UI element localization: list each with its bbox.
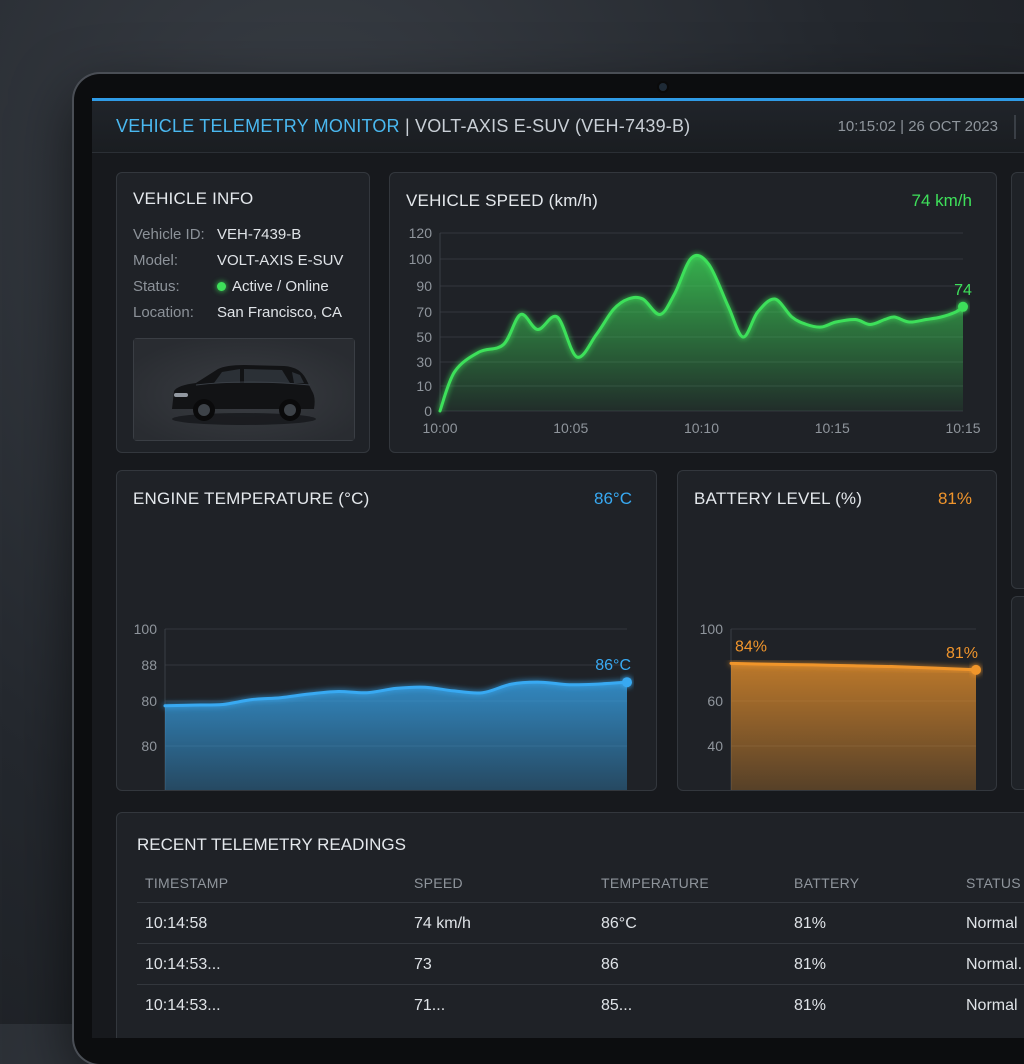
end-point-marker [971,665,981,675]
series-area [731,663,976,790]
y-tick-label: 100 [409,251,433,267]
engine-temp-panel: ENGINE TEMPERATURE (°C) 86°C 60758080881… [116,470,657,791]
info-row-status: Status: Active / Online [133,278,329,295]
info-value: Active / Online [232,278,329,295]
y-tick-label: 20 [707,788,723,790]
offscreen-panel-bottom [1011,596,1024,790]
table-row[interactable]: 10:14:53... 71... 85... 81% Normal [137,984,1024,1025]
end-value-label: 86°C [595,657,631,674]
cell-temperature: 85... [601,997,632,1015]
suv-icon [134,339,354,440]
end-value-label: 74 [954,282,972,299]
cell-speed: 71... [414,997,445,1015]
end-value-label: 81% [946,645,978,662]
page-title: VEHICLE TELEMETRY MONITOR | VOLT-AXIS E-… [116,116,690,137]
webcam-icon [659,83,667,91]
y-tick-label: 10 [416,378,432,394]
cell-timestamp: 10:14:58 [145,915,207,933]
table-row[interactable]: 10:14:53... 73 86 81% Normal. [137,943,1024,984]
y-tick-label: 80 [141,693,157,709]
cell-status: Normal. [966,956,1022,974]
telemetry-table-panel: RECENT TELEMETRY READINGS TIMESTAMP SPEE… [116,812,1024,1038]
end-point-marker [622,677,632,687]
info-label: Model: [133,252,217,269]
table-row[interactable]: 10:14:58 74 km/h 86°C 81% Normal [137,902,1024,943]
engine-temp-chart: 607580808810010:0010:0510:1010:0510:1010… [117,471,656,790]
col-header-speed: SPEED [414,875,463,891]
info-label: Vehicle ID: [133,226,217,243]
info-row-model: Model:VOLT-AXIS E-SUV [133,252,343,269]
y-tick-label: 40 [707,738,723,754]
battery-panel: BATTERY LEVEL (%) 81% 020406010010:0010:… [677,470,997,791]
info-label: Location: [133,304,217,321]
cell-battery: 81% [794,956,826,974]
y-tick-label: 50 [416,329,432,345]
cell-status: Normal [966,997,1018,1015]
vehicle-image [133,338,355,441]
series-area [440,255,963,411]
vehicle-info-title: VEHICLE INFO [133,189,253,209]
cell-battery: 81% [794,915,826,933]
datetime-readout: 10:15:02 | 26 OCT 2023 [838,118,998,135]
info-row-id: Vehicle ID:VEH-7439-B [133,226,301,243]
info-label: Status: [133,278,217,295]
offscreen-panel-top [1011,172,1024,589]
top-bar: VEHICLE TELEMETRY MONITOR | VOLT-AXIS E-… [92,98,1024,153]
speed-chart: 0 10 30 50 70 90 100 120 10:00 10:05 10:10 10:15 10:… [390,173,996,452]
cell-temperature: 86°C [601,915,637,933]
info-value: VEH-7439-B [217,226,301,243]
x-tick-label: 10:15 [945,420,980,436]
col-header-battery: BATTERY [794,875,859,891]
info-value: VOLT-AXIS E-SUV [217,252,343,269]
info-row-location: Location:San Francisco, CA [133,304,342,321]
app-title: VEHICLE TELEMETRY MONITOR [116,116,400,136]
start-value-label: 84% [735,638,767,655]
x-tick-label: 10:10 [684,420,719,436]
cell-temperature: 86 [601,956,619,974]
topbar-divider [1014,115,1016,139]
cell-timestamp: 10:14:53... [145,997,221,1015]
y-tick-label: 90 [416,278,432,294]
y-tick-label: 0 [424,403,432,419]
y-tick-label: 60 [707,693,723,709]
y-tick-label: 80 [141,738,157,754]
col-header-timestamp: TIMESTAMP [145,875,228,891]
col-header-temperature: TEMPERATURE [601,875,709,891]
y-tick-label: 100 [700,621,724,637]
cell-speed: 74 km/h [414,915,471,933]
info-value: San Francisco, CA [217,304,342,321]
dashboard-screen: VEHICLE TELEMETRY MONITOR | VOLT-AXIS E-… [92,98,1024,1038]
end-point-marker [958,302,968,312]
status-online-icon [217,282,226,291]
cell-battery: 81% [794,997,826,1015]
y-tick-label: 120 [409,225,433,241]
cell-status: Normal [966,915,1018,933]
vehicle-title: | VOLT-AXIS E-SUV (VEH-7439-B) [405,116,690,136]
x-tick-label: 10:05 [553,420,588,436]
series-area [165,682,627,790]
y-tick-label: 30 [416,354,432,370]
x-tick-label: 10:00 [422,420,457,436]
table-title: RECENT TELEMETRY READINGS [137,835,406,855]
cell-timestamp: 10:14:53... [145,956,221,974]
x-tick-label: 10:15 [815,420,850,436]
y-tick-label: 70 [416,304,432,320]
y-tick-label: 100 [134,621,158,637]
col-header-status: STATUS [966,875,1021,891]
cell-speed: 73 [414,956,432,974]
y-tick-label: 88 [141,657,157,673]
vehicle-info-panel: VEHICLE INFO Vehicle ID:VEH-7439-B Model… [116,172,370,453]
